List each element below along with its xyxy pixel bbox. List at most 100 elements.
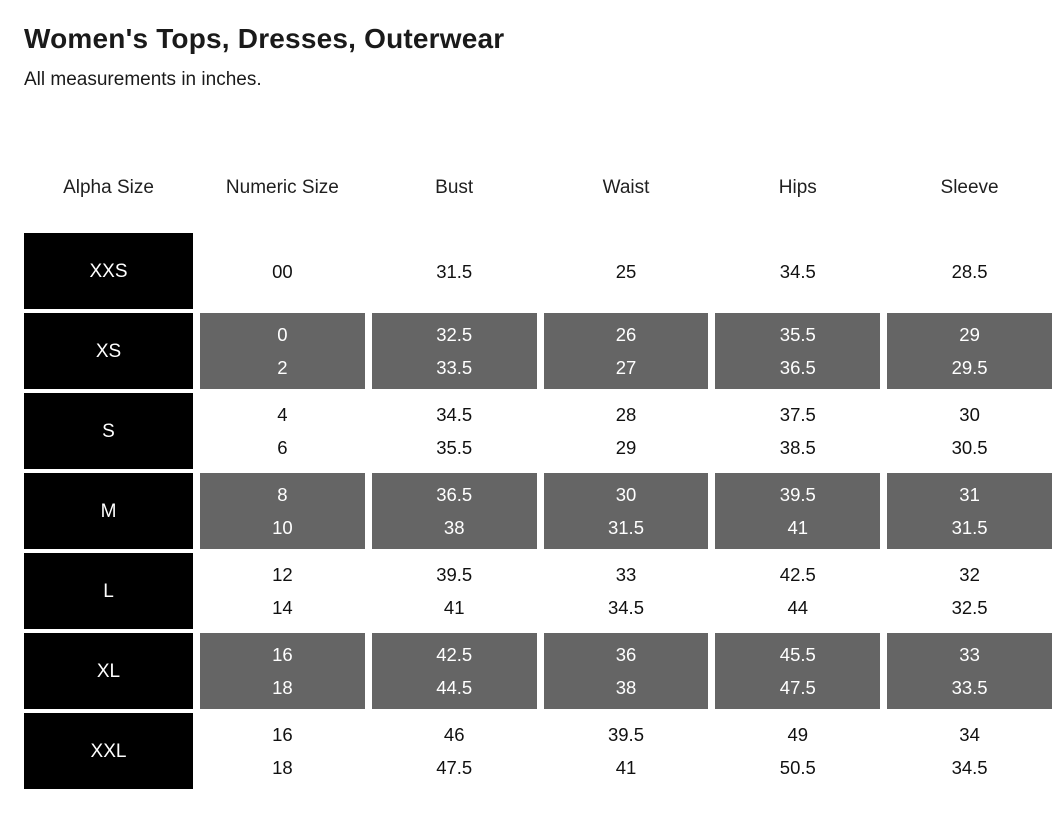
measurement-value: 4 bbox=[277, 404, 288, 425]
measurement-value: 41 bbox=[787, 517, 809, 538]
alpha-size-cell: XS bbox=[24, 313, 193, 389]
measurement-value: 31.5 bbox=[951, 517, 988, 538]
page-subtitle: All measurements in inches. bbox=[24, 69, 262, 90]
measurement-value: 30 bbox=[959, 404, 980, 425]
measurement-value: 33.5 bbox=[951, 677, 988, 698]
bust-measurement-cell: 32.5 33.5 bbox=[371, 313, 537, 389]
column-header-numeric-size: Numeric Size bbox=[225, 177, 339, 198]
measurement-value: 16 bbox=[272, 644, 293, 665]
sleeve-measurement-cell: 30 30.5 bbox=[887, 393, 1052, 469]
measurement-value: 49 bbox=[787, 724, 809, 745]
page-title: Women's Tops, Dresses, Outerwear bbox=[24, 23, 505, 54]
hips-measurement-cell: 34.5 bbox=[715, 233, 880, 309]
sleeve-measurement-cell: 34 34.5 bbox=[887, 713, 1052, 789]
measurement-value: 34.5 bbox=[436, 404, 473, 425]
measurement-value: 35.5 bbox=[779, 324, 816, 345]
measurement-value: 25 bbox=[615, 260, 637, 282]
numeric-measurement-cell: 16 18 bbox=[200, 713, 365, 789]
measurement-value: 28.5 bbox=[951, 260, 988, 282]
bust-measurement-cell: 46 47.5 bbox=[372, 713, 537, 789]
measurement-value: 36 bbox=[615, 644, 637, 665]
waist-measurement-cell: 39.5 41 bbox=[544, 713, 709, 789]
waist-measurement-cell: 30 31.5 bbox=[543, 473, 709, 549]
measurement-value: 50.5 bbox=[779, 757, 816, 778]
waist-measurement-cell: 26 27 bbox=[543, 313, 709, 389]
measurement-value: 29.5 bbox=[951, 357, 988, 378]
hips-measurement-cell: 37.5 38.5 bbox=[715, 393, 880, 469]
measurement-value: 31 bbox=[959, 484, 980, 505]
measurement-value: 39.5 bbox=[436, 564, 473, 585]
measurement-value: 34 bbox=[959, 724, 980, 745]
measurement-value: 38 bbox=[443, 517, 465, 538]
hips-measurement-cell: 35.5 36.5 bbox=[715, 313, 881, 389]
bust-measurement-cell: 42.5 44.5 bbox=[371, 633, 537, 709]
measurement-value: 12 bbox=[272, 564, 293, 585]
measurement-value: 38 bbox=[615, 677, 637, 698]
numeric-measurement-cell: 16 18 bbox=[200, 633, 365, 709]
measurement-value: 8 bbox=[277, 484, 288, 505]
hips-measurement-cell: 42.5 44 bbox=[715, 553, 880, 629]
column-header-bust: Bust bbox=[435, 177, 474, 198]
measurement-value: 34.5 bbox=[951, 757, 988, 778]
measurement-value: 45.5 bbox=[779, 644, 816, 665]
measurement-value: 36.5 bbox=[779, 357, 816, 378]
numeric-measurement-cell: 00 bbox=[200, 233, 365, 309]
measurement-value: 29 bbox=[615, 437, 637, 458]
measurement-value: 41 bbox=[615, 757, 637, 778]
measurement-value: 46 bbox=[443, 724, 465, 745]
size-table-header: Alpha Size Numeric Size Bust Waist Hips … bbox=[24, 176, 1052, 200]
measurement-value: 33 bbox=[959, 644, 980, 665]
measurement-value: 39.5 bbox=[607, 724, 644, 745]
measurement-value: 44 bbox=[787, 597, 809, 618]
measurement-value: 6 bbox=[277, 437, 288, 458]
measurement-value: 10 bbox=[272, 517, 293, 538]
measurement-value: 37.5 bbox=[779, 404, 816, 425]
column-header-hips: Hips bbox=[778, 177, 817, 198]
measurement-value: 30 bbox=[615, 484, 637, 505]
sleeve-measurement-cell: 32 32.5 bbox=[887, 553, 1052, 629]
bust-measurement-cell: 36.5 38 bbox=[371, 473, 537, 549]
bust-measurement-cell: 34.5 35.5 bbox=[372, 393, 537, 469]
measurement-value: 47.5 bbox=[436, 757, 473, 778]
sleeve-measurement-cell: 29 29.5 bbox=[887, 313, 1052, 389]
measurement-value: 39.5 bbox=[779, 484, 816, 505]
waist-measurement-cell: 28 29 bbox=[544, 393, 709, 469]
measurement-value: 29 bbox=[959, 324, 980, 345]
column-header-alpha-size: Alpha Size bbox=[63, 177, 154, 198]
hips-measurement-cell: 49 50.5 bbox=[715, 713, 880, 789]
waist-measurement-cell: 25 bbox=[544, 233, 709, 309]
alpha-size-cell: M bbox=[24, 473, 193, 549]
alpha-size-cell: XXL bbox=[24, 713, 193, 789]
alpha-size-cell: XL bbox=[24, 633, 193, 709]
measurement-value: 0 bbox=[277, 324, 288, 345]
sleeve-measurement-cell: 28.5 bbox=[887, 233, 1052, 309]
measurement-value: 44.5 bbox=[436, 677, 473, 698]
sleeve-measurement-cell: 33 33.5 bbox=[887, 633, 1052, 709]
measurement-value: 27 bbox=[615, 357, 637, 378]
measurement-value: 34.5 bbox=[607, 597, 644, 618]
measurement-value: 32 bbox=[959, 564, 980, 585]
measurement-value: 18 bbox=[272, 677, 293, 698]
measurement-value: 35.5 bbox=[436, 437, 473, 458]
numeric-measurement-cell: 8 10 bbox=[200, 473, 365, 549]
column-header-sleeve: Sleeve bbox=[940, 177, 999, 198]
measurement-value: 00 bbox=[272, 260, 293, 282]
measurement-value: 38.5 bbox=[779, 437, 816, 458]
measurement-value: 14 bbox=[272, 597, 293, 618]
measurement-value: 18 bbox=[272, 757, 293, 778]
waist-measurement-cell: 36 38 bbox=[543, 633, 709, 709]
measurement-value: 2 bbox=[277, 357, 288, 378]
alpha-size-cell: L bbox=[24, 553, 193, 629]
numeric-measurement-cell: 12 14 bbox=[200, 553, 365, 629]
size-table-rows: XXS 00 31.5 25 34.5 28.5 XS 0 2 32.5 33.5 26 27 35.5 3… bbox=[24, 233, 1052, 789]
alpha-size-cell: XXS bbox=[24, 233, 193, 309]
bust-measurement-cell: 39.5 41 bbox=[372, 553, 537, 629]
sleeve-measurement-cell: 31 31.5 bbox=[887, 473, 1052, 549]
measurement-value: 28 bbox=[615, 404, 637, 425]
bust-measurement-cell: 31.5 bbox=[372, 233, 537, 309]
measurement-value: 42.5 bbox=[779, 564, 816, 585]
measurement-value: 16 bbox=[272, 724, 293, 745]
column-header-waist: Waist bbox=[602, 177, 650, 198]
